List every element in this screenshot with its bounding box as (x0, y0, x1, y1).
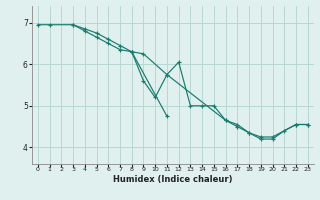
X-axis label: Humidex (Indice chaleur): Humidex (Indice chaleur) (113, 175, 233, 184)
